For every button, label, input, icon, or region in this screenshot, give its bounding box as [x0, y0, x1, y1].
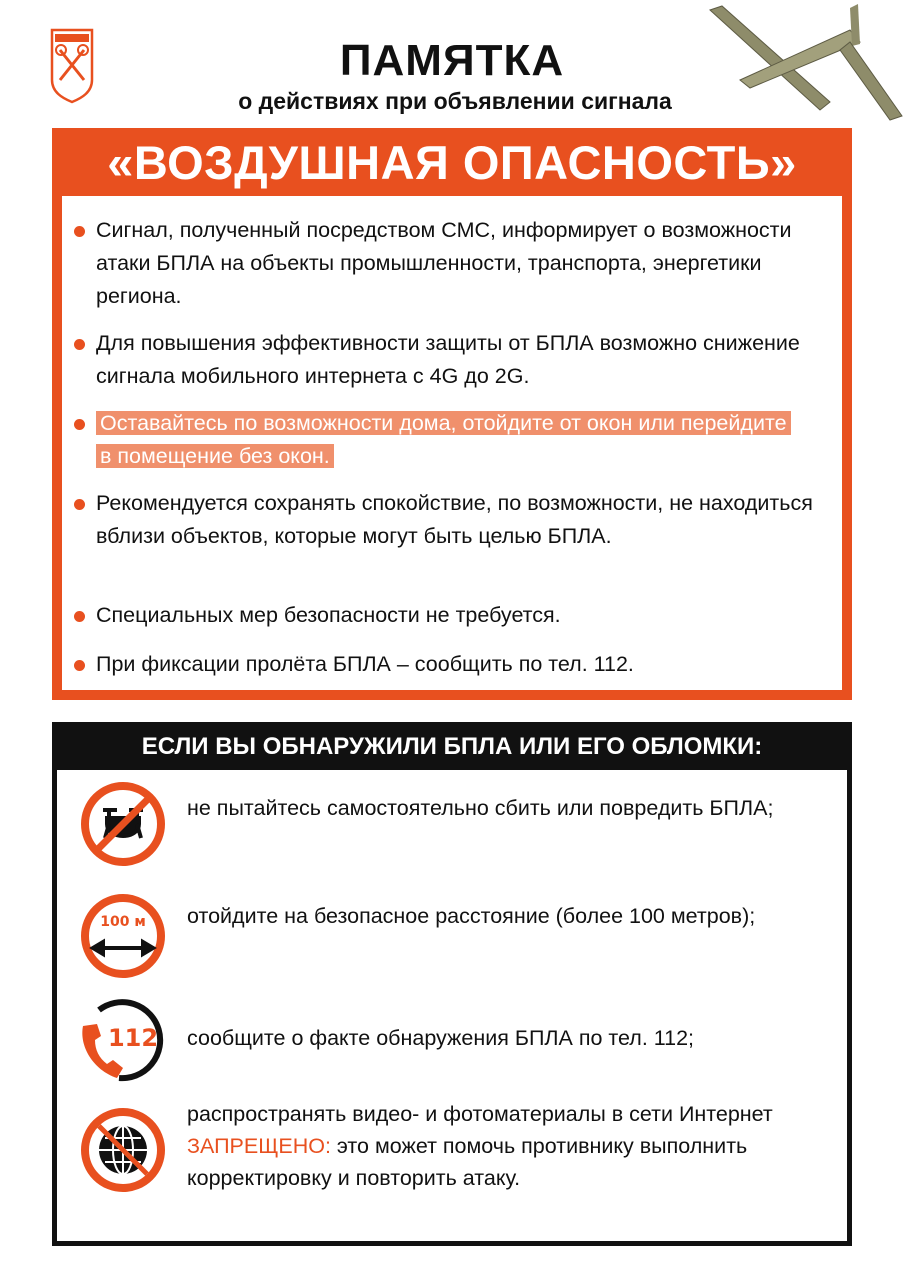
alert-banner: «ВОЗДУШНАЯ ОПАСНОСТЬ» [107, 136, 797, 189]
instruction-item: распространять видео- и фотоматериалы в … [187, 1102, 773, 1190]
instruction-item: сообщите о факте обнаружения БПЛА по тел… [187, 1026, 695, 1050]
list-item: Сигнал, полученный посредством СМС, инфо… [74, 214, 836, 313]
no-drone-icon [81, 782, 165, 866]
bullet-icon [74, 339, 85, 350]
list-item: Рекомендуется сохранять спокойствие, по … [74, 487, 836, 553]
drone-illustration [709, 4, 903, 121]
coat-of-arms-logo [50, 28, 94, 104]
page-subtitle: о действиях при объявлении сигнала [238, 88, 672, 114]
page-title: ПАМЯТКА [339, 36, 565, 85]
bullet-list: Сигнал, полученный посредством СМС, инфо… [62, 196, 842, 690]
list-item: При фиксации пролёта БПЛА – сообщить по … [74, 648, 836, 681]
distance-label: 100 м [100, 914, 146, 930]
bullet-icon [74, 226, 85, 237]
section-title: ЕСЛИ ВЫ ОБНАРУЖИЛИ БПЛА ИЛИ ЕГО ОБЛОМКИ: [57, 722, 847, 770]
bullet-icon [74, 611, 85, 622]
list-item: Для повышения эффективности защиты от БП… [74, 327, 836, 393]
prohibited-warning: ЗАПРЕЩЕНО: [187, 1134, 331, 1158]
list-item: Специальных мер безопасности не требуетс… [74, 599, 836, 632]
bullet-icon [74, 419, 85, 430]
distance-100m-icon: 100 м [79, 892, 167, 980]
bullet-icon [74, 499, 85, 510]
list-item-highlighted: Оставайтесь по возможности дома, отойдит… [74, 407, 796, 473]
instruction-item: не пытайтесь самостоятельно сбить или по… [187, 796, 774, 820]
instruction-item: отойдите на безопасное расстояние (более… [187, 904, 756, 928]
no-internet-icon [81, 1108, 165, 1192]
drone-found-panel: ЕСЛИ ВЫ ОБНАРУЖИЛИ БПЛА ИЛИ ЕГО ОБЛОМКИ:… [52, 722, 852, 1246]
phone-112-icon: 112 [79, 996, 167, 1084]
air-alert-panel: «ВОЗДУШНАЯ ОПАСНОСТЬ» Сигнал, полученный… [52, 128, 852, 700]
phone-number-label: 112 [107, 1024, 159, 1052]
bullet-icon [74, 660, 85, 671]
